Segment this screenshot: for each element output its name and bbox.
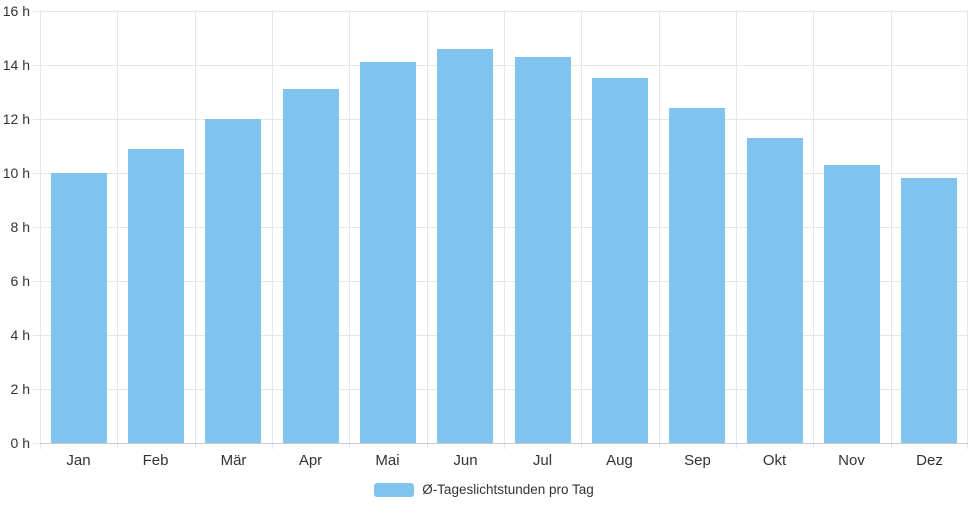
x-axis-label-dez: Dez: [916, 452, 943, 469]
y-axis-tick: [33, 11, 40, 12]
x-gridline: [581, 11, 582, 443]
y-axis-tick: [33, 65, 40, 66]
y-axis-label-8h: 8 h: [10, 219, 30, 235]
x-axis-tick: [349, 444, 350, 449]
x-axis-label-okt: Okt: [762, 452, 787, 469]
bar-mär[interactable]: [205, 119, 261, 443]
x-axis-label-aug: Aug: [606, 452, 633, 469]
bar-jan[interactable]: [51, 173, 107, 443]
x-axis-label-mär: Mär: [220, 452, 247, 469]
y-axis-label-12h: 12 h: [2, 111, 30, 127]
x-axis-label-feb: Feb: [142, 452, 169, 469]
x-gridline: [195, 11, 196, 443]
x-gridline: [659, 11, 660, 443]
x-gridline: [813, 11, 814, 443]
x-axis-label-jan: Jan: [66, 452, 91, 469]
x-gridline: [349, 11, 350, 443]
y-axis-label-14h: 14 h: [2, 57, 30, 73]
y-axis-label-4h: 4 h: [10, 327, 30, 343]
y-axis-tick: [33, 443, 40, 444]
x-axis-tick: [581, 444, 582, 449]
y-axis-label-10h: 10 h: [2, 165, 30, 181]
bar-sep[interactable]: [669, 108, 725, 443]
x-gridline: [504, 11, 505, 443]
y-axis-tick: [33, 389, 40, 390]
x-axis-tick: [736, 444, 737, 449]
bar-okt[interactable]: [747, 138, 803, 443]
y-axis-tick: [33, 335, 40, 336]
bar-nov[interactable]: [824, 165, 880, 443]
y-axis-tick: [33, 119, 40, 120]
bar-dez[interactable]: [901, 178, 957, 443]
x-axis-tick: [195, 444, 196, 449]
x-axis-label-mai: Mai: [375, 452, 400, 469]
x-axis-label-jun: Jun: [453, 452, 478, 469]
bar-aug[interactable]: [592, 78, 648, 443]
x-axis-tick: [659, 444, 660, 449]
x-axis-label-sep: Sep: [684, 452, 711, 469]
x-gridline: [736, 11, 737, 443]
x-axis-tick: [504, 444, 505, 449]
y-axis-tick: [33, 227, 40, 228]
bar-mai[interactable]: [360, 62, 416, 443]
x-axis-tick: [813, 444, 814, 449]
x-axis-tick: [891, 444, 892, 449]
bar-jul[interactable]: [515, 57, 571, 443]
legend: Ø-Tageslichtstunden pro Tag: [0, 480, 968, 500]
y-axis-tick: [33, 281, 40, 282]
y-axis-label-6h: 6 h: [10, 273, 30, 289]
legend-swatch: [374, 483, 415, 497]
y-axis-tick: [33, 173, 40, 174]
x-gridline: [891, 11, 892, 443]
y-axis-label-16h: 16 h: [2, 3, 30, 19]
y-axis-label-0h: 0 h: [10, 435, 30, 451]
x-axis-tick: [272, 444, 273, 449]
bar-feb[interactable]: [128, 149, 184, 443]
x-axis-tick: [427, 444, 428, 449]
y-axis-label-2h: 2 h: [10, 381, 30, 397]
x-gridline: [117, 11, 118, 443]
x-axis-label-nov: Nov: [838, 452, 865, 469]
legend-item-daylight-series[interactable]: Ø-Tageslichtstunden pro Tag: [374, 482, 594, 498]
x-axis-label-apr: Apr: [298, 452, 323, 469]
x-gridline: [40, 11, 41, 443]
x-axis-tick: [40, 444, 41, 449]
x-gridline: [427, 11, 428, 443]
x-axis-tick: [117, 444, 118, 449]
x-gridline: [272, 11, 273, 443]
bar-jun[interactable]: [437, 49, 493, 443]
x-axis-label-jul: Jul: [532, 452, 553, 469]
legend-label: Ø-Tageslichtstunden pro Tag: [422, 482, 594, 497]
bar-apr[interactable]: [283, 89, 339, 443]
x-axis-line: [40, 443, 968, 444]
